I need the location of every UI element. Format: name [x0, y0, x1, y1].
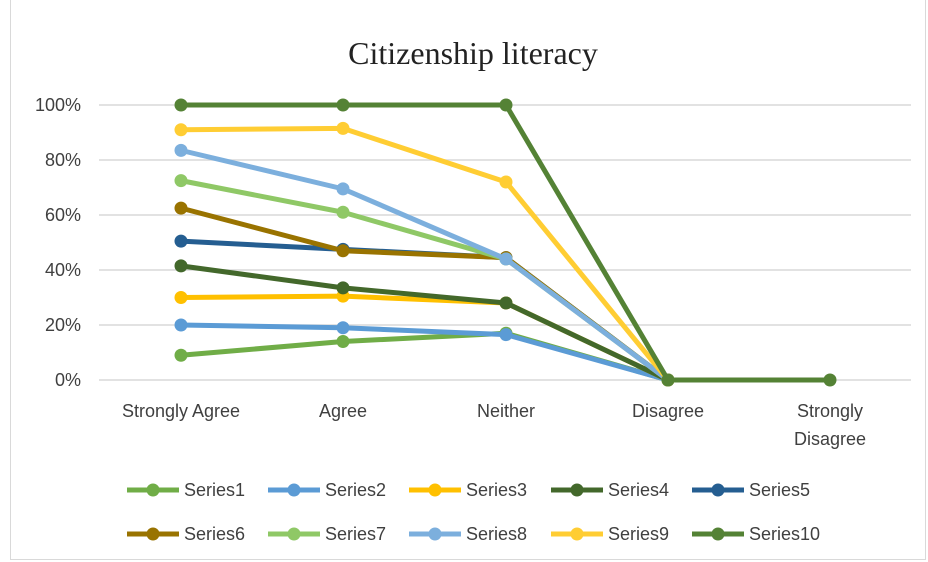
- data-point: [174, 348, 188, 362]
- series-5: [174, 234, 675, 387]
- data-point: [336, 205, 350, 219]
- y-tick-label: 20%: [45, 315, 81, 335]
- legend-marker: [570, 527, 584, 541]
- y-tick-label: 40%: [45, 260, 81, 280]
- y-tick-label: 100%: [35, 95, 81, 115]
- series-1: [174, 326, 675, 387]
- data-point: [336, 98, 350, 112]
- data-point: [174, 201, 188, 215]
- data-point: [499, 296, 513, 310]
- data-point: [174, 291, 188, 304]
- data-point: [336, 281, 350, 295]
- legend-label: Series4: [608, 480, 669, 500]
- x-tick-label: Strongly: [797, 401, 863, 421]
- chart-title: Citizenship literacy: [348, 35, 598, 71]
- data-point: [823, 373, 837, 387]
- series-line: [180, 263, 670, 383]
- series-line: [180, 147, 670, 383]
- legend-entry: Series8: [409, 524, 527, 544]
- legend-label: Series8: [466, 524, 527, 544]
- legend-label: Series7: [325, 524, 386, 544]
- legend-marker: [287, 483, 301, 497]
- chart-frame: [10, 0, 926, 560]
- legend-marker: [146, 483, 160, 497]
- legend-entry: Series1: [127, 480, 245, 500]
- data-point: [174, 123, 188, 137]
- data-point: [174, 259, 188, 273]
- series-4: [174, 259, 675, 387]
- series-line: [180, 125, 670, 382]
- legend-label: Series1: [184, 480, 245, 500]
- data-point: [661, 373, 675, 387]
- legend-marker: [711, 483, 725, 497]
- legend-entry: Series9: [551, 524, 669, 544]
- legend-marker: [146, 527, 160, 541]
- legend-marker: [711, 527, 725, 541]
- legend-marker: [428, 527, 442, 541]
- series-lines: [174, 98, 837, 387]
- legend-entry: Series6: [127, 524, 245, 544]
- data-point: [499, 98, 513, 112]
- x-tick-label: Agree: [319, 401, 367, 421]
- x-tick-label: Disagree: [794, 429, 866, 449]
- x-tick-label: Neither: [477, 401, 535, 421]
- legend-entry: Series4: [551, 480, 669, 500]
- data-point: [336, 182, 350, 196]
- data-point: [174, 143, 188, 157]
- y-tick-label: 80%: [45, 150, 81, 170]
- data-point: [174, 318, 188, 332]
- x-tick-label: Strongly Agree: [122, 401, 240, 421]
- y-tick-label: 0%: [55, 370, 81, 390]
- legend-entry: Series7: [268, 524, 386, 544]
- series-line: [180, 322, 669, 383]
- legend-label: Series2: [325, 480, 386, 500]
- y-axis-ticks: 0% 20% 40% 60% 80% 100%: [35, 95, 81, 390]
- legend: Series1 Series2 Series3 Series4 Series5 Serie…: [127, 480, 820, 544]
- legend-label: Series10: [749, 524, 820, 544]
- legend-entry: Series2: [268, 480, 386, 500]
- legend-entry: Series5: [692, 480, 810, 500]
- data-point: [174, 174, 188, 188]
- legend-entry: Series10: [692, 524, 820, 544]
- data-point: [499, 328, 513, 342]
- data-point: [336, 121, 350, 135]
- legend-label: Series9: [608, 524, 669, 544]
- x-axis-ticks: Strongly Agree Agree Neither Disagree Strong…: [122, 401, 866, 449]
- data-point: [174, 98, 188, 112]
- x-tick-label: Disagree: [632, 401, 704, 421]
- legend-marker: [287, 527, 301, 541]
- data-point: [174, 234, 188, 248]
- y-tick-label: 60%: [45, 205, 81, 225]
- legend-marker: [428, 483, 442, 497]
- series-10: [174, 98, 837, 387]
- data-point: [336, 321, 350, 335]
- data-point: [336, 335, 350, 348]
- data-point: [336, 244, 350, 258]
- series-line: [180, 330, 669, 383]
- legend-label: Series6: [184, 524, 245, 544]
- legend-entry: Series3: [409, 480, 527, 500]
- data-point: [499, 252, 513, 266]
- legend-label: Series3: [466, 480, 527, 500]
- legend-label: Series5: [749, 480, 810, 500]
- legend-marker: [570, 483, 584, 497]
- data-point: [499, 175, 513, 189]
- series-7: [174, 174, 675, 387]
